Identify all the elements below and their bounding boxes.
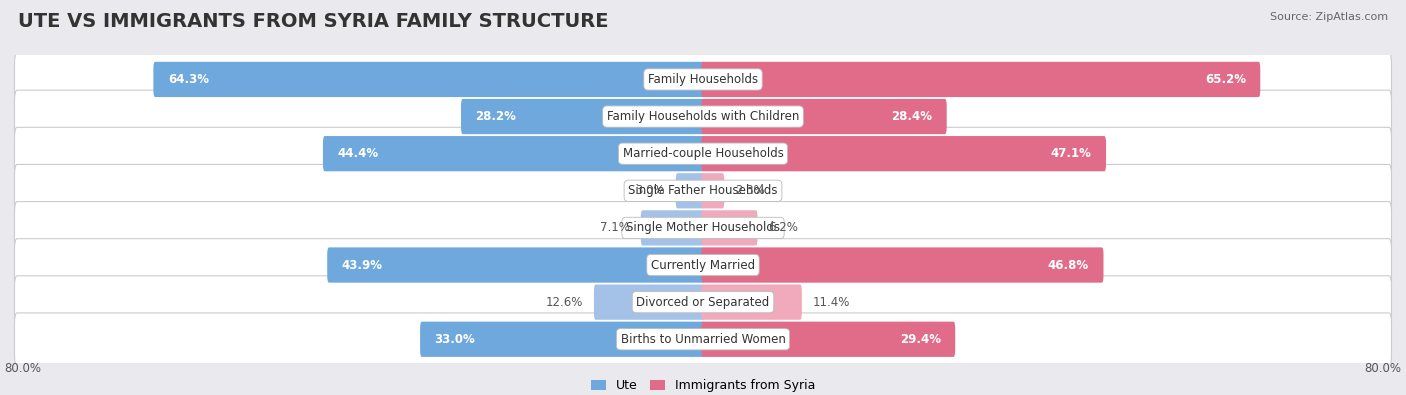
Text: 2.3%: 2.3% xyxy=(735,184,765,197)
FancyBboxPatch shape xyxy=(14,276,1392,329)
Text: Family Households: Family Households xyxy=(648,73,758,86)
Text: 64.3%: 64.3% xyxy=(167,73,209,86)
Text: 3.0%: 3.0% xyxy=(636,184,665,197)
FancyBboxPatch shape xyxy=(14,201,1392,254)
Text: Currently Married: Currently Married xyxy=(651,259,755,271)
FancyBboxPatch shape xyxy=(593,284,704,320)
FancyBboxPatch shape xyxy=(153,62,704,97)
Text: Single Father Households: Single Father Households xyxy=(628,184,778,197)
FancyBboxPatch shape xyxy=(14,239,1392,292)
FancyBboxPatch shape xyxy=(702,210,758,246)
FancyBboxPatch shape xyxy=(702,247,1104,283)
Text: Births to Unmarried Women: Births to Unmarried Women xyxy=(620,333,786,346)
Text: UTE VS IMMIGRANTS FROM SYRIA FAMILY STRUCTURE: UTE VS IMMIGRANTS FROM SYRIA FAMILY STRU… xyxy=(18,12,609,31)
FancyBboxPatch shape xyxy=(14,90,1392,143)
Text: 80.0%: 80.0% xyxy=(4,362,41,375)
Text: 11.4%: 11.4% xyxy=(813,295,851,308)
FancyBboxPatch shape xyxy=(323,136,704,171)
FancyBboxPatch shape xyxy=(14,313,1392,366)
Text: 12.6%: 12.6% xyxy=(546,295,583,308)
Text: Single Mother Households: Single Mother Households xyxy=(626,222,780,234)
Text: 6.2%: 6.2% xyxy=(769,222,799,234)
Text: 46.8%: 46.8% xyxy=(1047,259,1090,271)
Legend: Ute, Immigrants from Syria: Ute, Immigrants from Syria xyxy=(586,374,820,395)
FancyBboxPatch shape xyxy=(420,322,704,357)
Text: 47.1%: 47.1% xyxy=(1050,147,1091,160)
Text: 33.0%: 33.0% xyxy=(434,333,475,346)
FancyBboxPatch shape xyxy=(702,136,1107,171)
FancyBboxPatch shape xyxy=(702,62,1260,97)
Text: 7.1%: 7.1% xyxy=(600,222,630,234)
Text: Family Households with Children: Family Households with Children xyxy=(607,110,799,123)
FancyBboxPatch shape xyxy=(461,99,704,134)
FancyBboxPatch shape xyxy=(702,99,946,134)
FancyBboxPatch shape xyxy=(14,127,1392,180)
FancyBboxPatch shape xyxy=(702,173,724,209)
Text: Source: ZipAtlas.com: Source: ZipAtlas.com xyxy=(1270,12,1388,22)
FancyBboxPatch shape xyxy=(14,53,1392,106)
FancyBboxPatch shape xyxy=(702,284,801,320)
FancyBboxPatch shape xyxy=(702,322,955,357)
FancyBboxPatch shape xyxy=(14,164,1392,217)
FancyBboxPatch shape xyxy=(328,247,704,283)
FancyBboxPatch shape xyxy=(641,210,704,246)
Text: 29.4%: 29.4% xyxy=(900,333,941,346)
FancyBboxPatch shape xyxy=(676,173,704,209)
Text: 28.4%: 28.4% xyxy=(891,110,932,123)
Text: 80.0%: 80.0% xyxy=(1365,362,1402,375)
Text: 65.2%: 65.2% xyxy=(1205,73,1246,86)
Text: 28.2%: 28.2% xyxy=(475,110,516,123)
Text: 44.4%: 44.4% xyxy=(337,147,378,160)
Text: 43.9%: 43.9% xyxy=(342,259,382,271)
Text: Married-couple Households: Married-couple Households xyxy=(623,147,783,160)
Text: Divorced or Separated: Divorced or Separated xyxy=(637,295,769,308)
